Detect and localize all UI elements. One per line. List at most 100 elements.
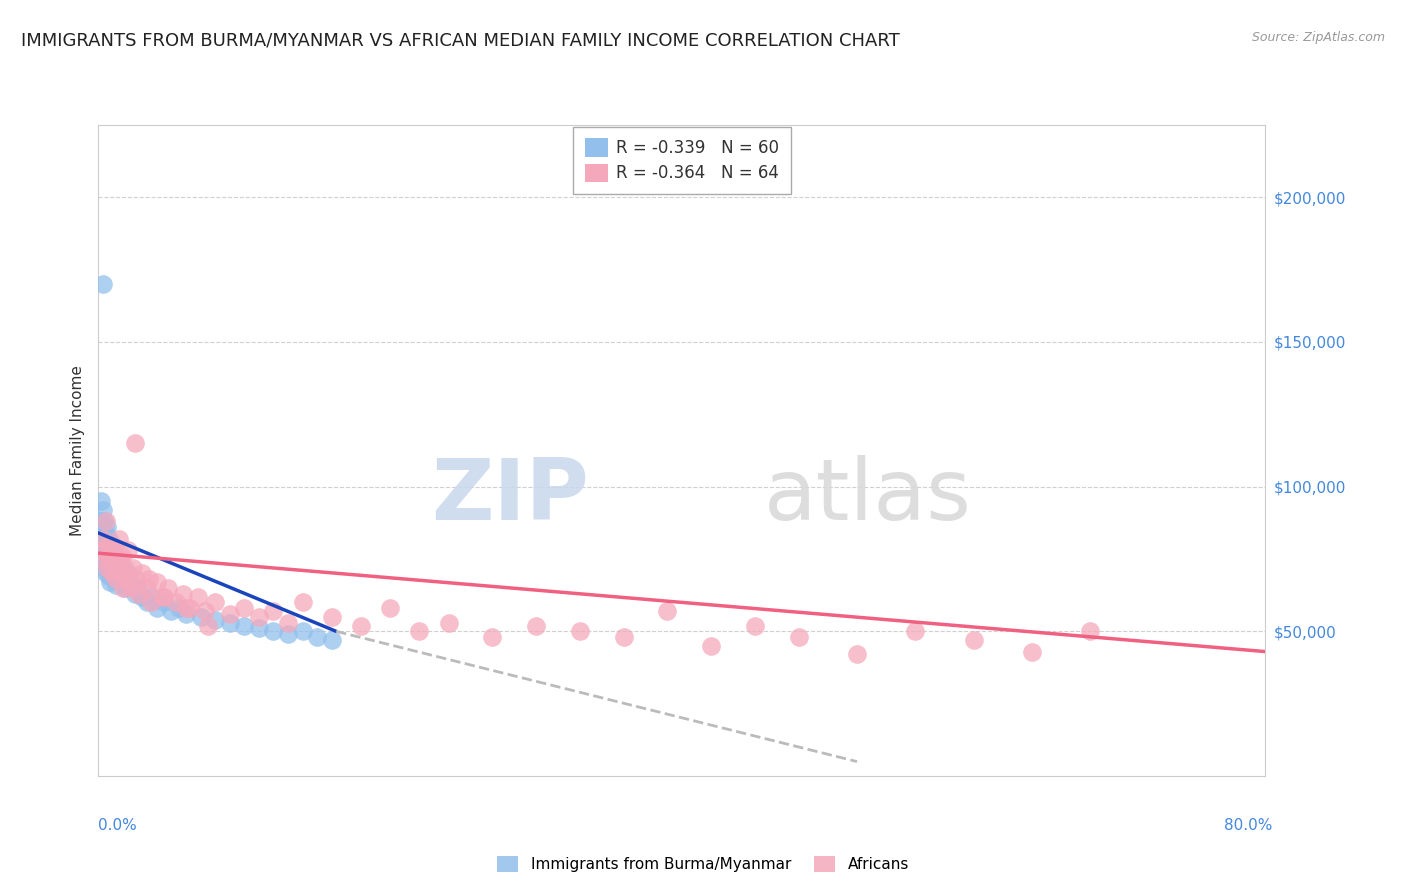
- Point: [97, 537, 120, 551]
- Point: [152, 590, 174, 604]
- Point: [114, 560, 136, 574]
- Point: [218, 615, 240, 630]
- Point: [190, 610, 212, 624]
- Point: [91, 523, 114, 537]
- Point: [128, 587, 150, 601]
- Point: [233, 601, 256, 615]
- Point: [117, 566, 139, 581]
- Point: [103, 572, 125, 586]
- Point: [165, 595, 187, 609]
- Point: [112, 581, 135, 595]
- Point: [90, 543, 112, 558]
- Point: [131, 590, 153, 604]
- Point: [904, 624, 927, 639]
- Point: [120, 581, 142, 595]
- Point: [187, 590, 209, 604]
- Point: [103, 552, 125, 566]
- Point: [350, 618, 373, 632]
- Point: [91, 546, 114, 560]
- Y-axis label: Median Family Income: Median Family Income: [69, 365, 84, 536]
- Point: [96, 537, 118, 551]
- Point: [962, 633, 984, 648]
- Point: [307, 630, 329, 644]
- Text: 0.0%: 0.0%: [98, 818, 138, 833]
- Point: [277, 615, 299, 630]
- Point: [197, 618, 219, 632]
- Point: [97, 532, 120, 546]
- Point: [204, 613, 226, 627]
- Point: [378, 601, 402, 615]
- Point: [108, 532, 131, 546]
- Point: [127, 581, 149, 595]
- Point: [105, 558, 128, 572]
- Point: [115, 572, 138, 586]
- Point: [98, 555, 121, 569]
- Point: [96, 560, 118, 574]
- Point: [179, 601, 201, 615]
- Point: [146, 575, 169, 590]
- Point: [94, 525, 117, 540]
- Point: [103, 541, 125, 555]
- Point: [131, 566, 153, 581]
- Text: 80.0%: 80.0%: [1225, 818, 1272, 833]
- Point: [94, 543, 117, 558]
- Point: [110, 552, 132, 566]
- Point: [91, 277, 114, 291]
- Point: [700, 639, 723, 653]
- Point: [845, 648, 868, 662]
- Point: [1021, 644, 1043, 658]
- Point: [204, 595, 226, 609]
- Point: [93, 560, 115, 574]
- Point: [291, 595, 314, 609]
- Point: [744, 618, 766, 632]
- Point: [93, 514, 115, 528]
- Point: [100, 560, 122, 574]
- Point: [277, 627, 299, 641]
- Point: [612, 630, 634, 644]
- Point: [96, 520, 118, 534]
- Point: [101, 546, 124, 560]
- Point: [114, 581, 136, 595]
- Point: [321, 633, 343, 648]
- Point: [94, 566, 117, 581]
- Point: [124, 436, 146, 450]
- Point: [160, 604, 183, 618]
- Point: [97, 569, 120, 583]
- Point: [104, 558, 127, 572]
- Point: [218, 607, 240, 621]
- Point: [146, 601, 169, 615]
- Point: [787, 630, 810, 644]
- Point: [122, 560, 145, 574]
- Point: [90, 494, 112, 508]
- Point: [124, 587, 146, 601]
- Point: [481, 630, 503, 644]
- Point: [172, 587, 194, 601]
- Point: [98, 537, 121, 551]
- Text: ZIP: ZIP: [430, 455, 589, 538]
- Point: [89, 537, 111, 551]
- Point: [94, 514, 117, 528]
- Point: [111, 560, 134, 574]
- Point: [120, 578, 142, 592]
- Point: [524, 618, 547, 632]
- Point: [101, 555, 124, 569]
- Point: [125, 572, 148, 586]
- Point: [101, 566, 124, 581]
- Point: [98, 549, 121, 563]
- Point: [174, 607, 197, 621]
- Point: [91, 532, 114, 546]
- Point: [112, 572, 135, 586]
- Point: [291, 624, 314, 639]
- Point: [153, 595, 176, 609]
- Point: [90, 552, 112, 566]
- Point: [262, 624, 284, 639]
- Point: [98, 575, 121, 590]
- Point: [105, 564, 128, 578]
- Text: atlas: atlas: [763, 455, 972, 538]
- Point: [110, 566, 132, 581]
- Point: [96, 558, 118, 572]
- Point: [91, 503, 114, 517]
- Point: [157, 581, 180, 595]
- Point: [437, 615, 460, 630]
- Point: [657, 604, 679, 618]
